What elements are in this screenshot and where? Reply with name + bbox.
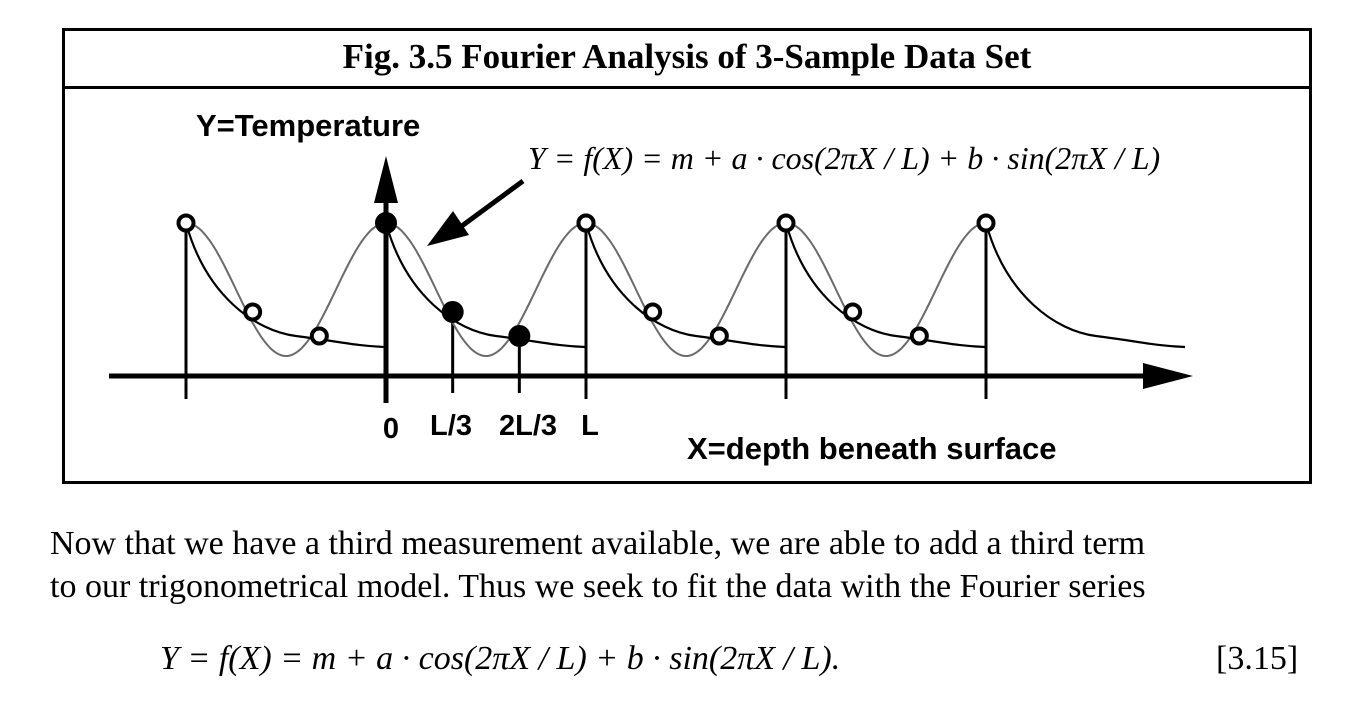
sample-point-1-b — [441, 301, 464, 323]
decay-curve-0 — [184, 222, 386, 349]
body-line-1: Now that we have a third measurement ava… — [50, 525, 1146, 562]
figure-title: Fig. 3.5 Fourier Analysis of 3-Sample Da… — [65, 31, 1309, 89]
x-tick-label-0: 0 — [383, 413, 399, 445]
sample-point-0-a — [176, 213, 196, 233]
x-axis-label: X=depth beneath surface — [687, 431, 1057, 466]
x-tick-label-l: L — [581, 410, 599, 442]
sample-point-3-c — [909, 326, 929, 346]
decay-curve-4 — [984, 222, 1186, 349]
figure-frame: Fig. 3.5 Fourier Analysis of 3-Sample Da… — [62, 28, 1312, 484]
decay-curve-1 — [384, 222, 586, 349]
figure-plot: Y=Temperature Y = f(X) = m + a · cos(2πX… — [109, 108, 1193, 466]
tick-lines — [184, 227, 988, 399]
sample-point-4-a — [976, 213, 996, 233]
equation-line: Y = f(X) = m + a · cos(2πX / L) + b · si… — [0, 640, 1352, 692]
callout-arrowhead — [427, 211, 469, 246]
decay-curve-3 — [784, 222, 986, 349]
y-axis-arrowhead — [374, 156, 398, 203]
equation-3-15: Y = f(X) = m + a · cos(2πX / L) + b · si… — [160, 640, 841, 677]
sample-point-end — [576, 213, 596, 233]
sample-point-1-a — [375, 212, 397, 234]
y-axis-label: Y=Temperature — [196, 108, 420, 143]
sample-point-0-c — [309, 326, 329, 346]
decay-curve-2 — [584, 222, 786, 349]
body-line-2: to our trigonometrical model. Thus we se… — [50, 568, 1146, 605]
sample-point-3-b — [843, 302, 863, 322]
sample-point-0-b — [243, 302, 263, 322]
sample-point-2-b — [643, 302, 663, 322]
sample-point-1-c — [508, 325, 531, 347]
decay-curves — [184, 222, 1186, 349]
callout-arrow-line — [453, 178, 525, 234]
equation-number: [3.15] — [1216, 640, 1299, 677]
sample-point-2-c — [709, 326, 729, 346]
sample-points — [176, 212, 996, 347]
figure-equation: Y = f(X) = m + a · cos(2πX / L) + b · si… — [528, 140, 1160, 176]
body-paragraph: Now that we have a third measurement ava… — [50, 522, 1350, 608]
sample-point-3-a — [776, 213, 796, 233]
x-axis-arrowhead — [1143, 363, 1193, 389]
x-tick-label-l-3: L/3 — [430, 410, 472, 442]
x-tick-label-2l-3: 2L/3 — [499, 410, 557, 442]
